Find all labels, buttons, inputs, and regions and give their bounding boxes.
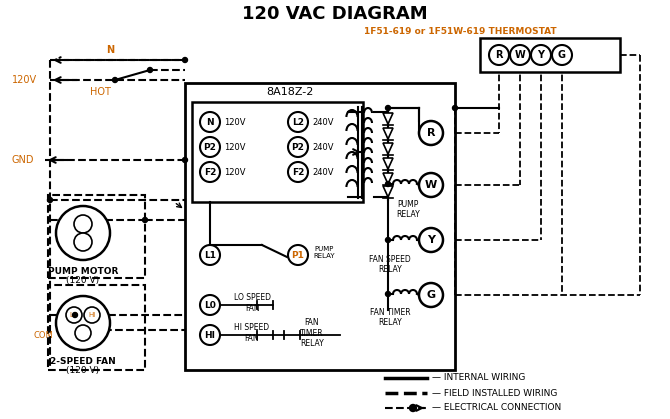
- Text: PUMP
RELAY: PUMP RELAY: [396, 200, 420, 220]
- Text: FAN TIMER
RELAY: FAN TIMER RELAY: [370, 308, 410, 327]
- Text: L0: L0: [204, 300, 216, 310]
- Circle shape: [288, 112, 308, 132]
- Circle shape: [56, 296, 110, 350]
- Text: W: W: [425, 180, 437, 190]
- Text: 120V: 120V: [224, 142, 245, 152]
- Text: G: G: [426, 290, 436, 300]
- Polygon shape: [383, 186, 393, 197]
- Circle shape: [200, 325, 220, 345]
- Text: P2: P2: [204, 142, 216, 152]
- Circle shape: [74, 215, 92, 233]
- Circle shape: [288, 137, 308, 157]
- Circle shape: [182, 158, 188, 163]
- Circle shape: [200, 112, 220, 132]
- Circle shape: [419, 228, 443, 252]
- Text: LO SPEED
FAN: LO SPEED FAN: [234, 293, 271, 313]
- Polygon shape: [383, 158, 393, 169]
- Text: 240V: 240V: [312, 168, 334, 176]
- Text: FAN SPEED
RELAY: FAN SPEED RELAY: [369, 255, 411, 274]
- Circle shape: [419, 173, 443, 197]
- Text: R: R: [495, 50, 502, 60]
- Text: HI: HI: [204, 331, 216, 339]
- Text: HI SPEED
FAN: HI SPEED FAN: [234, 323, 269, 343]
- Text: (120 V): (120 V): [66, 277, 100, 285]
- Circle shape: [531, 45, 551, 65]
- Circle shape: [143, 217, 147, 222]
- Circle shape: [56, 206, 110, 260]
- Text: 2-SPEED FAN: 2-SPEED FAN: [50, 357, 116, 365]
- Text: 1F51-619 or 1F51W-619 THERMOSTAT: 1F51-619 or 1F51W-619 THERMOSTAT: [364, 26, 557, 36]
- Circle shape: [385, 181, 391, 186]
- Circle shape: [182, 57, 188, 62]
- Circle shape: [489, 45, 509, 65]
- Bar: [192, 102, 363, 202]
- Text: GND: GND: [12, 155, 34, 165]
- Text: (120 V): (120 V): [66, 367, 100, 375]
- Text: P1: P1: [291, 251, 304, 259]
- Text: L2: L2: [292, 117, 304, 127]
- Circle shape: [200, 137, 220, 157]
- Polygon shape: [383, 113, 393, 124]
- Text: HOT: HOT: [90, 87, 111, 97]
- Text: F2: F2: [204, 168, 216, 176]
- Bar: [48, 195, 145, 278]
- Text: F2: F2: [292, 168, 304, 176]
- Circle shape: [113, 78, 117, 83]
- Text: COM: COM: [34, 331, 53, 339]
- Circle shape: [72, 313, 78, 318]
- Bar: [185, 83, 455, 370]
- Circle shape: [385, 292, 391, 297]
- Text: L1: L1: [204, 251, 216, 259]
- Text: PUMP MOTOR: PUMP MOTOR: [48, 266, 118, 276]
- Text: HI: HI: [88, 312, 96, 318]
- Circle shape: [452, 106, 458, 111]
- Circle shape: [552, 45, 572, 65]
- Polygon shape: [383, 173, 393, 184]
- Circle shape: [510, 45, 530, 65]
- Text: P2: P2: [291, 142, 304, 152]
- Polygon shape: [383, 143, 393, 154]
- Text: 120 VAC DIAGRAM: 120 VAC DIAGRAM: [242, 5, 428, 23]
- Text: — ELECTRICAL CONNECTION: — ELECTRICAL CONNECTION: [432, 403, 561, 412]
- Bar: [480, 38, 620, 72]
- Circle shape: [74, 233, 92, 251]
- Circle shape: [409, 404, 417, 411]
- Circle shape: [200, 245, 220, 265]
- Text: 240V: 240V: [312, 142, 334, 152]
- Text: 240V: 240V: [312, 117, 334, 127]
- Circle shape: [200, 295, 220, 315]
- Circle shape: [75, 325, 91, 341]
- Circle shape: [288, 245, 308, 265]
- Circle shape: [385, 238, 391, 243]
- Text: R: R: [427, 128, 436, 138]
- Bar: [48, 285, 145, 370]
- Circle shape: [84, 307, 100, 323]
- Circle shape: [200, 162, 220, 182]
- Text: PUMP
RELAY: PUMP RELAY: [313, 246, 334, 259]
- Text: G: G: [558, 50, 566, 60]
- Circle shape: [66, 307, 82, 323]
- Text: N: N: [106, 45, 114, 55]
- Text: Y: Y: [537, 50, 545, 60]
- Circle shape: [419, 283, 443, 307]
- Text: N: N: [206, 117, 214, 127]
- Polygon shape: [383, 128, 393, 139]
- Text: W: W: [515, 50, 525, 60]
- Text: — INTERNAL WIRING: — INTERNAL WIRING: [432, 373, 525, 383]
- Text: — FIELD INSTALLED WIRING: — FIELD INSTALLED WIRING: [432, 388, 557, 398]
- Circle shape: [419, 121, 443, 145]
- Text: Y: Y: [427, 235, 435, 245]
- Circle shape: [385, 106, 391, 111]
- Text: 120V: 120V: [12, 75, 37, 85]
- Text: 120V: 120V: [224, 168, 245, 176]
- Text: 8A18Z-2: 8A18Z-2: [266, 87, 314, 97]
- Text: 120V: 120V: [224, 117, 245, 127]
- Text: LO: LO: [70, 312, 78, 318]
- Circle shape: [48, 197, 52, 202]
- Circle shape: [288, 162, 308, 182]
- Circle shape: [147, 67, 153, 72]
- Text: FAN
TIMER
RELAY: FAN TIMER RELAY: [300, 318, 324, 348]
